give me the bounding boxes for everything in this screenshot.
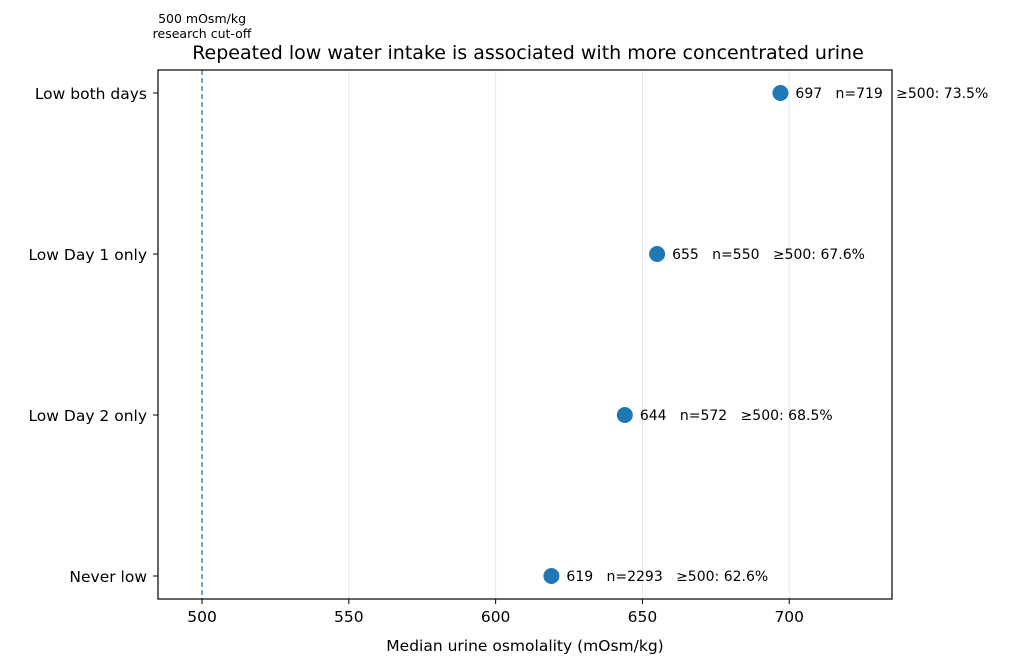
chart-title: Repeated low water intake is associated … bbox=[192, 42, 864, 64]
data-label: 644 n=572 ≥500: 68.5% bbox=[640, 408, 833, 424]
x-tick-label: 550 bbox=[334, 608, 364, 626]
x-tick-label: 600 bbox=[481, 608, 511, 626]
data-point bbox=[772, 85, 789, 101]
data-points: 697 n=719 ≥500: 73.5%655 n=550 ≥500: 67.… bbox=[543, 85, 988, 585]
reference-label-line2: research cut-off bbox=[153, 26, 252, 41]
x-axis-label: Median urine osmolality (mOsm/kg) bbox=[386, 637, 663, 655]
grid-lines bbox=[348, 70, 790, 599]
x-axis-ticks: 500 550 600 650 700 bbox=[187, 599, 804, 626]
x-tick-label: 650 bbox=[628, 608, 658, 626]
y-axis-ticks: Low both days Low Day 1 only Low Day 2 onl… bbox=[28, 85, 158, 586]
x-tick-label: 700 bbox=[774, 608, 804, 626]
y-tick-label: Never low bbox=[69, 568, 147, 586]
data-point bbox=[616, 407, 633, 423]
x-tick-label: 500 bbox=[187, 608, 217, 626]
axes-frame bbox=[157, 69, 893, 600]
y-tick-label: Low Day 1 only bbox=[28, 246, 147, 264]
reference-line-group: 500 mOsm/kg research cut-off bbox=[153, 11, 252, 599]
data-label: 619 n=2293 ≥500: 62.6% bbox=[566, 569, 768, 585]
data-point bbox=[649, 246, 666, 262]
data-label: 655 n=550 ≥500: 67.6% bbox=[672, 247, 865, 263]
data-point bbox=[543, 568, 560, 584]
reference-label-line1: 500 mOsm/kg bbox=[158, 11, 246, 26]
y-tick-label: Low Day 2 only bbox=[28, 407, 147, 425]
y-tick-label: Low both days bbox=[35, 85, 147, 103]
